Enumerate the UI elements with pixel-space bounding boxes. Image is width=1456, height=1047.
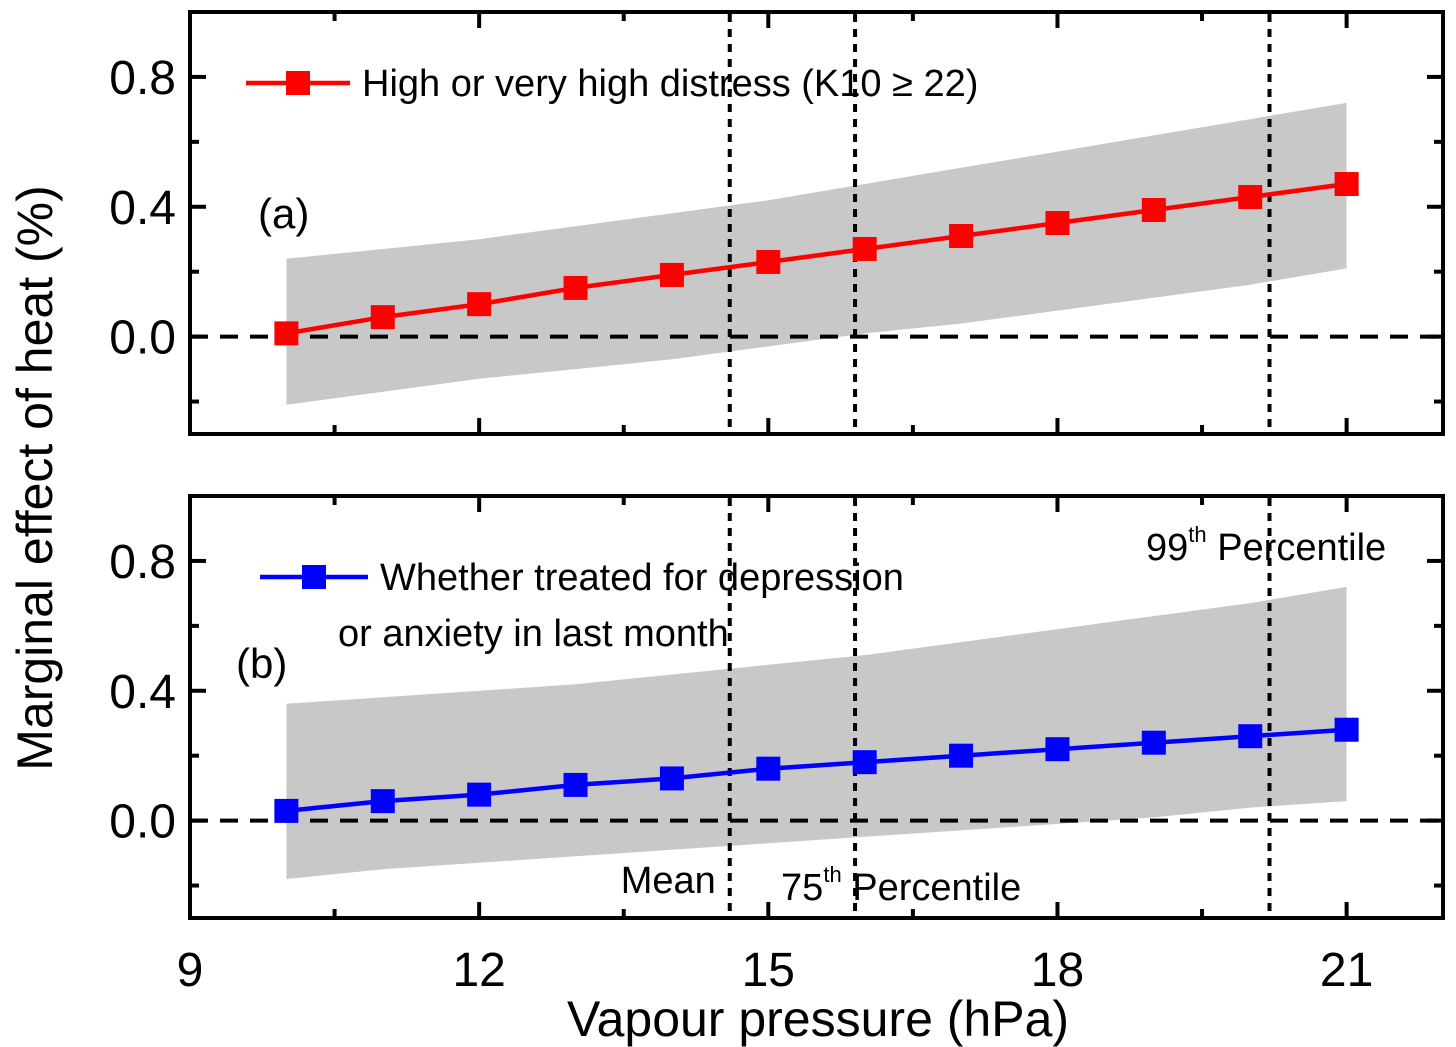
data-point-b [370,789,395,814]
reference-line-label-3: 99th Percentile [1146,522,1386,569]
y-tick-label-b: 0.8 [109,536,176,589]
y-tick-label-a: 0.8 [109,52,176,105]
y-tick-label-b: 0.0 [109,796,176,849]
data-point-a [1334,172,1359,197]
plot-frame-b [188,494,1445,920]
series-line-a [286,181,1347,336]
series-line-b [286,727,1347,814]
data-point-a [370,305,395,330]
panel-a: 0.0 0.4 0.8 (a) High or very high distress (… [109,10,1445,436]
data-point-a [274,321,299,346]
y-tick-label-a: 0.0 [109,312,176,365]
data-point-a [1238,185,1263,210]
y-tick-label-b: 0.4 [109,666,176,719]
data-point-a [949,223,974,248]
data-point-b [467,782,492,807]
data-point-a [467,292,492,317]
x-axis-title: Vapour pressure (hPa) [567,991,1069,1047]
data-point-b [1238,724,1263,749]
x-tick-label: 21 [1320,944,1373,997]
x-tick-label: 9 [177,944,204,997]
data-point-b [852,750,877,775]
panel-b: 0.00.40.8(b)Whether treated for depressi… [109,494,1445,920]
data-point-b [563,772,588,797]
data-point-b [1045,737,1070,762]
data-point-b [274,798,299,823]
panel-label-a: (a) [258,190,309,237]
legend-label-b: or anxiety in last month [338,613,729,655]
x-tick-label: 12 [452,944,505,997]
x-tick-label: 15 [742,944,795,997]
legend-label-b: Whether treated for depression [380,557,904,599]
data-point-a [852,236,877,261]
plot-frame-a [188,10,1445,436]
data-point-b [659,766,684,791]
x-axis: 9 12 15 18 21 [177,944,1374,997]
y-axis-title: Marginal effect of heat (%) [7,185,63,770]
reference-line-label-1: Mean [621,860,716,902]
y-tick-label-a: 0.4 [109,182,176,235]
data-point-b [1141,730,1166,755]
x-tick-label: 18 [1031,944,1084,997]
reference-line-label-2: 75th Percentile [781,862,1021,909]
data-point-a [1141,198,1166,223]
legend-marker-a [286,71,310,95]
data-point-a [756,249,781,274]
legend-b: Whether treated for depression or anxiety… [260,557,904,655]
data-point-a [659,262,684,287]
confidence-band-b [286,586,1347,879]
legend-a: High or very high distress (K10 ≥ 22) [246,63,978,105]
data-point-a [1045,211,1070,235]
data-point-a [563,275,588,300]
panel-label-b: (b) [236,640,287,687]
legend-label-a: High or very high distress (K10 ≥ 22) [362,63,978,105]
data-point-b [949,743,974,768]
legend-marker-b [302,565,326,589]
data-point-b [1334,717,1359,742]
data-point-b [756,756,781,781]
